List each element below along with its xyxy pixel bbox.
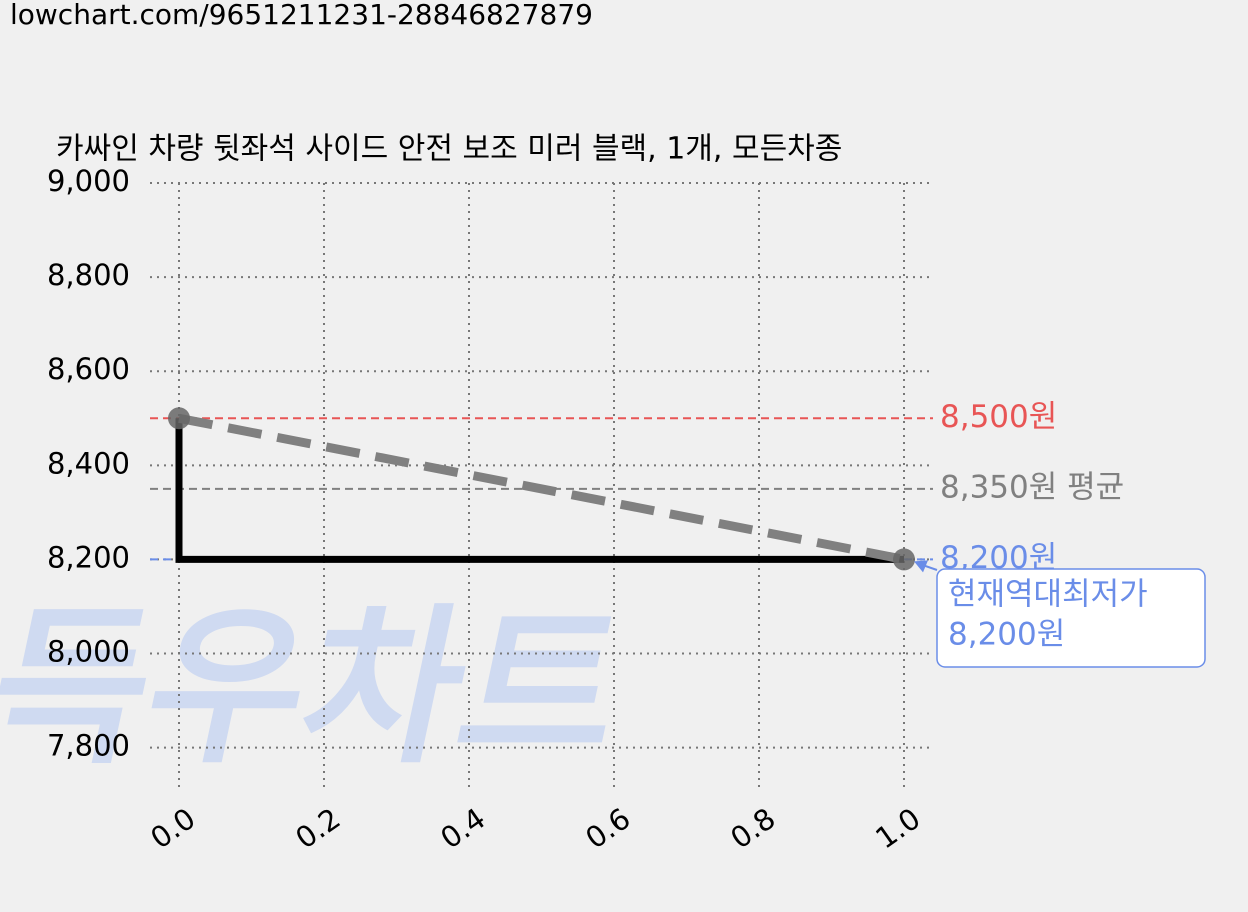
- annotation-arrowhead: [914, 560, 928, 573]
- annotation-box: [936, 568, 1206, 668]
- point-marker: [168, 407, 190, 430]
- watermark: 득우차트: [0, 588, 641, 787]
- annotation-text: 8,200원: [948, 617, 1065, 653]
- y-tick-label: 8,800: [47, 258, 130, 292]
- y-tick-label: 8,200: [47, 540, 130, 574]
- reference-label: 8,500원: [940, 399, 1057, 435]
- y-tick-label: 8,400: [47, 446, 130, 480]
- trend-line: [178, 413, 905, 564]
- y-tick-label: 8,600: [47, 352, 130, 386]
- point-marker: [893, 548, 915, 571]
- annotation-text: 현재역대최저가: [948, 577, 1148, 613]
- chart-title: 카싸인 차량 뒷좌석 사이드 안전 보조 미러 블랙, 1개, 모든차종: [56, 132, 842, 167]
- y-tick-label: 9,000: [47, 164, 130, 198]
- reference-label: 8,350원 평균: [940, 469, 1124, 505]
- y-tick-label: 8,000: [47, 635, 130, 669]
- url: lowchart.com/9651211231-28846827879: [10, 0, 593, 31]
- price-step: [175, 418, 904, 563]
- y-tick-label: 7,800: [47, 729, 130, 763]
